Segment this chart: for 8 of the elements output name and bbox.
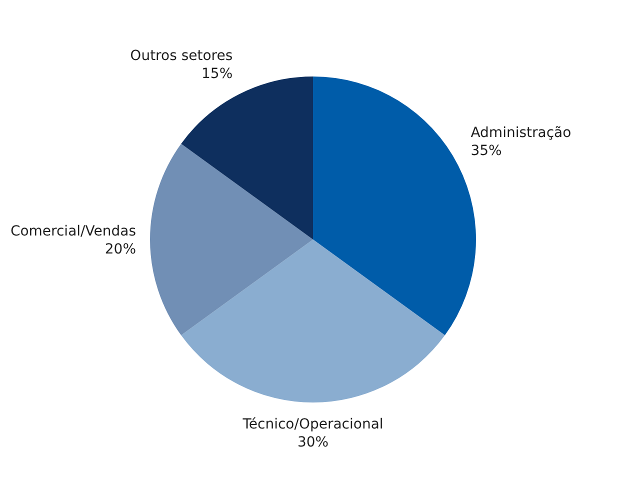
slice-label: Comercial/Vendas — [10, 224, 136, 240]
data-label: 15% — [202, 66, 233, 82]
slice-label: Administração — [470, 125, 572, 142]
slice-label: Técnico/Operacional — [242, 416, 384, 432]
data-label: 30% — [297, 434, 329, 450]
slice-label: Outros setores — [130, 48, 233, 64]
data-label: 20% — [104, 242, 136, 258]
data-label: 35% — [470, 143, 502, 160]
